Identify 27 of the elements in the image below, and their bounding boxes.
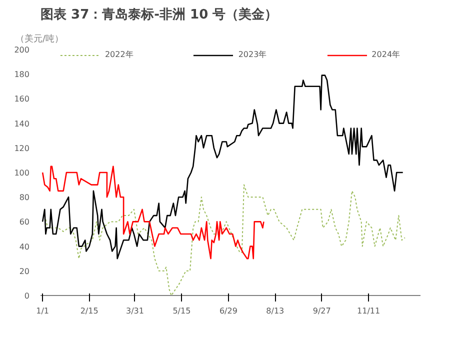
x-tick-label: 1/1 <box>36 306 50 316</box>
x-tick-label: 2/15 <box>80 306 98 316</box>
legend-label: 2024年 <box>372 49 400 60</box>
legend-label: 2022年 <box>104 49 134 60</box>
line-series <box>42 166 264 260</box>
x-tick-label: 6/29 <box>219 306 238 316</box>
y-tick-label: 160 <box>14 94 30 104</box>
x-tick-label: 5/15 <box>172 306 191 316</box>
y-axis-title: （美元/吨） <box>16 34 64 44</box>
y-tick-label: 20 <box>19 266 30 276</box>
chart-title: 图表 37：青岛泰标-非洲 10 号（美金） <box>40 6 278 22</box>
y-tick-label: 40 <box>19 242 30 252</box>
y-tick-label: 120 <box>14 144 30 153</box>
y-tick-label: 180 <box>14 70 30 80</box>
y-tick-label: 200 <box>14 46 30 54</box>
y-tick-label: 140 <box>14 119 30 128</box>
x-tick-label: 9/27 <box>312 306 331 316</box>
line-series <box>42 74 404 260</box>
x-tick-label: 3/31 <box>126 306 144 316</box>
line-series <box>44 184 406 296</box>
y-tick-label: 60 <box>19 218 30 227</box>
legend-label: 2023年 <box>238 49 267 60</box>
x-tick-label: 8/13 <box>266 306 284 316</box>
x-tick-label: 11/11 <box>357 306 380 316</box>
y-tick-label: 0 <box>24 292 30 300</box>
y-tick-label: 80 <box>19 193 30 202</box>
y-tick-label: 100 <box>14 168 30 178</box>
